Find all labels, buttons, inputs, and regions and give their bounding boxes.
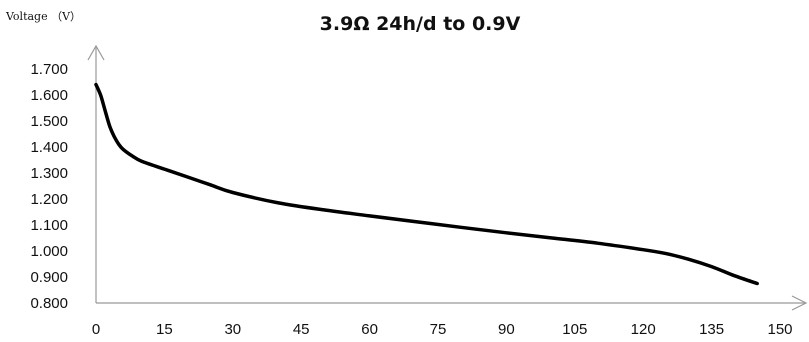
x-tick-label: 60 [361,321,378,338]
x-tick-label: 90 [498,321,515,338]
y-tick-label: 1.600 [30,87,68,104]
x-tick-label: 30 [224,321,241,338]
x-tick-label: 15 [156,321,173,338]
x-tick-label: 135 [699,321,724,338]
chart-title: 3.9Ω 24h/d to 0.9V [320,13,521,35]
y-tick-label: 1.100 [30,217,68,234]
y-tick-label: 0.800 [30,295,68,312]
y-tick-labels: 0.800 0.900 1.000 1.100 1.200 1.300 1.400 1.500… [30,61,68,312]
x-tick-label: 150 [767,321,792,338]
y-tick-label: 1.000 [30,243,68,260]
x-tick-label: 120 [631,321,656,338]
x-tick-label: 0 [92,321,100,338]
y-axis-label: Voltage （V） [5,10,81,23]
y-axis-arrow-icon [87,44,105,61]
x-tick-labels: 0 15 30 45 60 75 90 105 120 135 150 [92,321,793,338]
series-group [94,82,759,286]
x-tick-label: 105 [562,321,587,338]
voltage-series-line [94,82,759,286]
y-tick-label: 1.300 [30,165,68,182]
x-tick-label: 75 [430,321,447,338]
x-tick-label: 45 [293,321,310,338]
y-tick-label: 1.200 [30,191,68,208]
y-tick-label: 1.700 [30,61,68,78]
y-tick-label: 1.400 [30,139,68,156]
y-tick-label: 0.900 [30,269,68,286]
y-tick-label: 1.500 [30,113,68,130]
x-axis-arrow-icon [791,295,808,311]
